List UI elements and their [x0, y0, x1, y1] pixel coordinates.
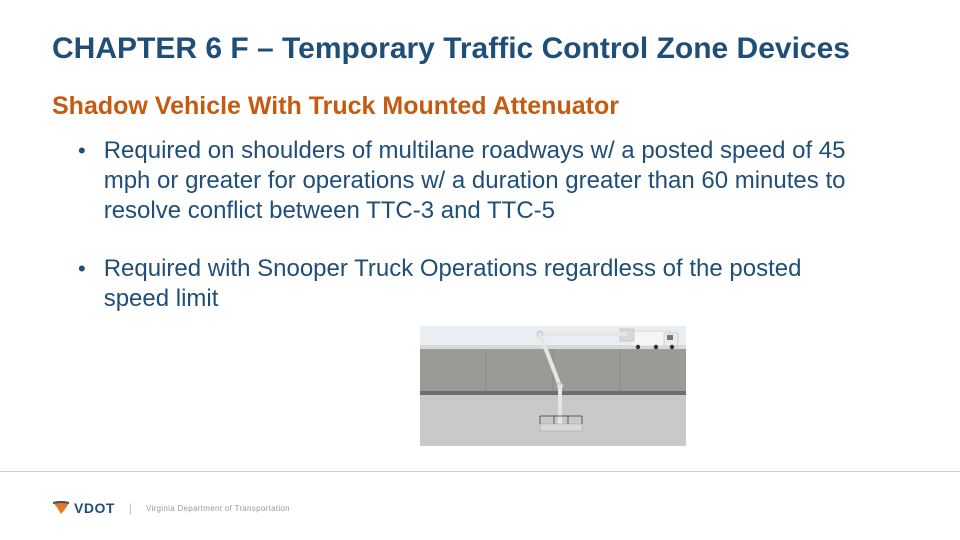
bullet-list: • Required on shoulders of multilane roa… [78, 136, 858, 342]
footer-org: Virginia Department of Transportation [146, 504, 290, 513]
bullet-item: • Required on shoulders of multilane roa… [78, 136, 858, 226]
slide-subtitle: Shadow Vehicle With Truck Mounted Attenu… [52, 92, 619, 121]
vdot-logo: VDOT [52, 500, 115, 516]
snooper-truck-image [420, 326, 686, 446]
footer: VDOT | Virginia Department of Transporta… [52, 500, 290, 516]
slide-title: CHAPTER 6 F – Temporary Traffic Control … [52, 32, 922, 66]
bullet-text: Required with Snooper Truck Operations r… [104, 254, 858, 314]
slide: CHAPTER 6 F – Temporary Traffic Control … [0, 0, 960, 540]
bullet-marker: • [78, 136, 86, 166]
bullet-text: Required on shoulders of multilane roadw… [104, 136, 858, 226]
vdot-logo-text: VDOT [74, 500, 115, 516]
bullet-item: • Required with Snooper Truck Operations… [78, 254, 858, 314]
bullet-marker: • [78, 254, 86, 284]
vdot-swoosh-icon [52, 500, 70, 516]
footer-separator: | [129, 501, 132, 515]
footer-divider [0, 471, 960, 472]
